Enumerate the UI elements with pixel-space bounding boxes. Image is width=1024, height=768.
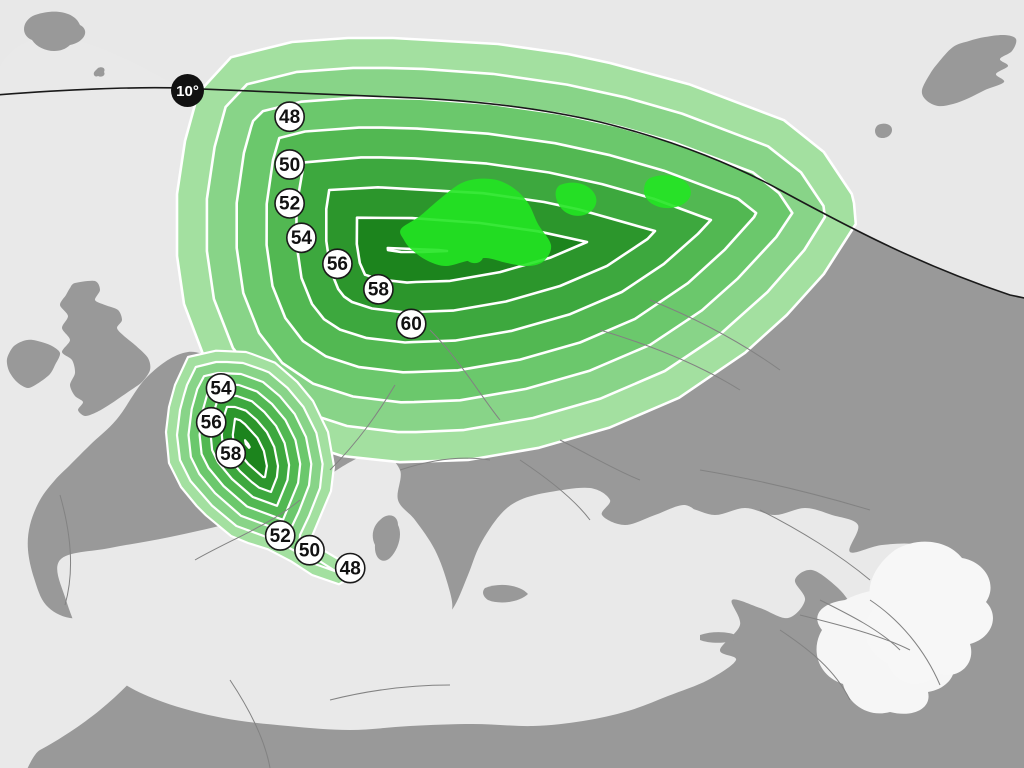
svg-text:58: 58 [220,444,241,465]
svg-text:52: 52 [279,194,300,215]
svg-text:54: 54 [291,228,313,249]
svg-text:50: 50 [299,541,320,562]
svg-text:52: 52 [270,526,291,547]
svg-text:56: 56 [327,254,348,275]
svg-text:48: 48 [279,107,300,128]
svg-text:54: 54 [210,379,232,400]
svg-text:50: 50 [279,155,300,176]
svg-text:56: 56 [201,413,222,434]
svg-text:48: 48 [340,558,361,579]
svg-text:10°: 10° [176,83,199,100]
svg-text:58: 58 [368,280,389,301]
svg-text:60: 60 [401,314,422,335]
